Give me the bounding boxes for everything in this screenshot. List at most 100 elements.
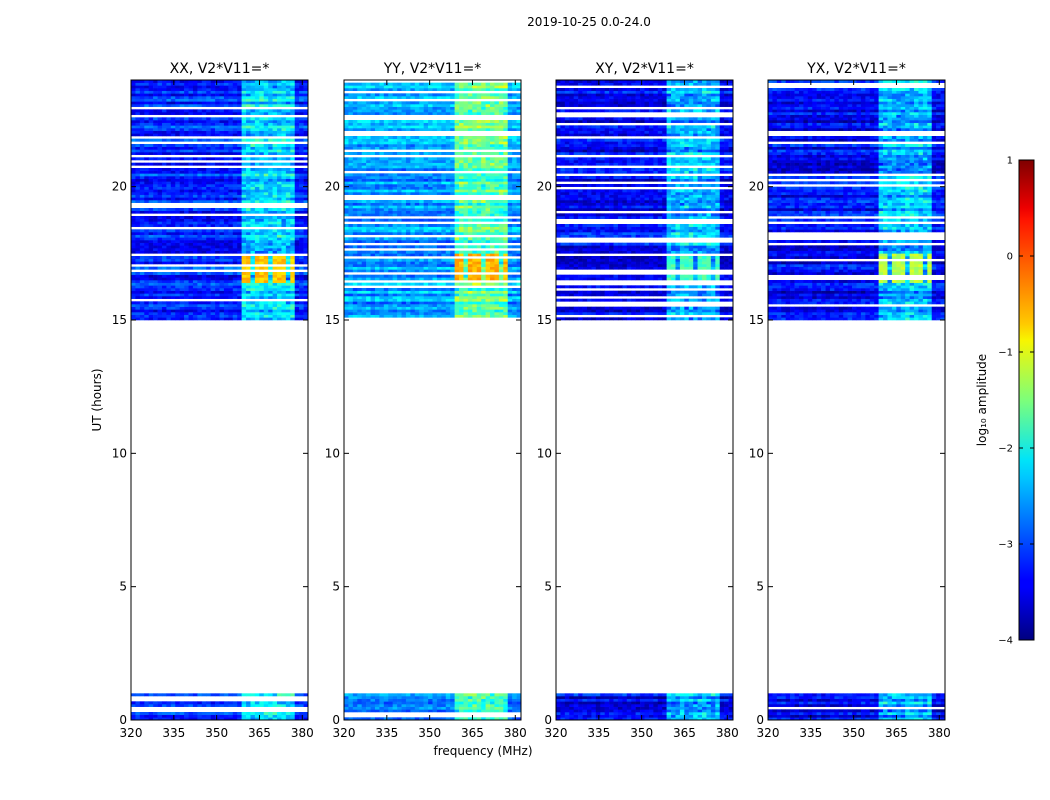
- heatmap-cell: [184, 288, 189, 291]
- heatmap-cell: [166, 157, 172, 161]
- heatmap-cell: [201, 117, 207, 121]
- heatmap-cell: [485, 266, 491, 270]
- heatmap-cell: [392, 240, 398, 243]
- heatmap-cell: [254, 282, 260, 286]
- heatmap-cell: [259, 96, 265, 99]
- heatmap-cell: [179, 288, 185, 291]
- heatmap-cell: [472, 706, 478, 710]
- heatmap-cell: [285, 192, 291, 195]
- heatmap-cell: [250, 221, 256, 225]
- heatmap-cell: [277, 128, 282, 131]
- heatmap-cell: [498, 704, 504, 707]
- heatmap-cell: [383, 224, 389, 227]
- heatmap-cell: [184, 272, 189, 275]
- heatmap-cell: [405, 290, 411, 294]
- heatmap-cell: [210, 277, 216, 281]
- heatmap-cell: [254, 293, 260, 297]
- heatmap-cell: [148, 181, 154, 185]
- heatmap-cell: [397, 205, 402, 209]
- heatmap-cell: [237, 245, 242, 249]
- heatmap-cell: [357, 202, 362, 206]
- heatmap-cell: [131, 90, 136, 94]
- heatmap-cell: [294, 80, 300, 83]
- heatmap-cell: [166, 274, 172, 278]
- heatmap-cell: [454, 224, 460, 227]
- heatmap-cell: [246, 306, 251, 310]
- heatmap-cell: [161, 120, 167, 123]
- heatmap-cell: [419, 701, 424, 705]
- heatmap-cell: [432, 293, 438, 297]
- heatmap-cell: [357, 709, 362, 713]
- heatmap-cell: [494, 304, 500, 307]
- heatmap-cell: [135, 712, 141, 715]
- heatmap-cell: [423, 210, 429, 214]
- heatmap-cell: [290, 88, 296, 91]
- heatmap-cell: [131, 109, 136, 113]
- heatmap-cell: [219, 266, 225, 270]
- heatmap-cell: [467, 298, 473, 302]
- heatmap-cell: [179, 181, 185, 185]
- heatmap-cell: [285, 248, 291, 251]
- heatmap-cell: [303, 157, 309, 161]
- heatmap-cell: [197, 309, 203, 313]
- heatmap-cell: [485, 306, 491, 310]
- heatmap-cell: [139, 96, 145, 99]
- heatmap-cell: [161, 266, 167, 270]
- heatmap-cell: [237, 130, 242, 134]
- heatmap-cell: [272, 93, 278, 97]
- heatmap-cell: [188, 146, 194, 150]
- heatmap-cell: [157, 93, 163, 97]
- heatmap-cell: [210, 88, 216, 91]
- heatmap-cell: [463, 312, 469, 315]
- heatmap-cell: [357, 282, 362, 286]
- heatmap-cell: [148, 85, 154, 89]
- heatmap-cell: [241, 170, 247, 174]
- heatmap-cell: [228, 173, 234, 177]
- heatmap-cell: [250, 229, 256, 233]
- heatmap-cell: [232, 272, 238, 275]
- heatmap-cell: [179, 80, 185, 83]
- heatmap-cell: [494, 290, 500, 294]
- heatmap-cell: [281, 152, 287, 155]
- heatmap-cell: [281, 90, 287, 94]
- heatmap-cell: [166, 104, 172, 107]
- heatmap-cell: [272, 96, 278, 99]
- heatmap-cell: [232, 277, 238, 281]
- heatmap-cell: [131, 210, 136, 214]
- heatmap-cell: [161, 176, 167, 179]
- heatmap-cell: [223, 234, 229, 238]
- heatmap-cell: [228, 232, 234, 235]
- heatmap-cell: [161, 704, 167, 707]
- heatmap-cell: [161, 96, 167, 99]
- heatmap-cell: [432, 200, 438, 203]
- heatmap-cell: [272, 712, 278, 715]
- heatmap-cell: [192, 248, 198, 251]
- heatmap-cell: [445, 218, 451, 222]
- heatmap-cell: [348, 200, 354, 203]
- heatmap-cell: [494, 301, 500, 305]
- heatmap-cell: [268, 245, 273, 249]
- heatmap-cell: [494, 314, 500, 318]
- heatmap-cell: [361, 306, 367, 310]
- heatmap-cell: [166, 80, 172, 83]
- heatmap-cell: [179, 293, 185, 297]
- heatmap-cell: [476, 293, 482, 297]
- heatmap-cell: [419, 250, 424, 254]
- heatmap-cell: [153, 82, 158, 86]
- heatmap-cell: [290, 149, 296, 153]
- heatmap-cell: [148, 234, 154, 238]
- heatmap-cell: [290, 245, 296, 249]
- heatmap-cell: [246, 309, 251, 313]
- heatmap-cell: [299, 717, 304, 721]
- heatmap-cell: [299, 144, 304, 147]
- heatmap-cell: [246, 104, 251, 107]
- heatmap-cell: [175, 98, 180, 102]
- heatmap-cell: [268, 296, 273, 299]
- heatmap-cell: [228, 176, 234, 179]
- heatmap-cell: [144, 221, 149, 225]
- heatmap-cell: [250, 288, 256, 291]
- heatmap-cell: [219, 128, 225, 131]
- heatmap-cell: [441, 237, 447, 241]
- heatmap-cell: [157, 266, 163, 270]
- heatmap-cell: [184, 216, 189, 219]
